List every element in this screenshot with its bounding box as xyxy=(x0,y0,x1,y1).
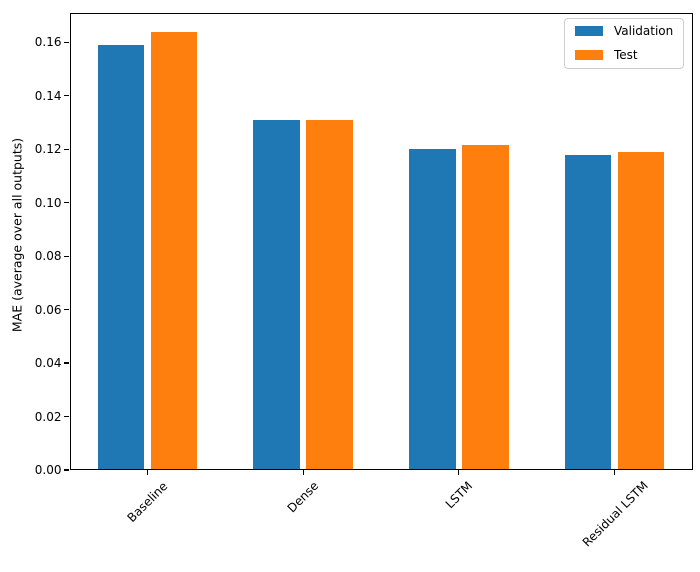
y-tick-label: 0.04 xyxy=(34,356,62,371)
legend: Validation Test xyxy=(564,17,685,69)
bar-test-residual-lstm xyxy=(617,151,665,470)
x-tick-mark xyxy=(614,470,616,475)
y-tick-mark xyxy=(64,95,69,97)
y-axis-label: MAE (average over all outputs) xyxy=(9,137,25,333)
y-tick-label: 0.10 xyxy=(34,195,62,210)
legend-swatch-test-icon xyxy=(575,50,603,60)
y-tick-label: 0.14 xyxy=(34,88,62,103)
bar-test-lstm xyxy=(462,145,509,470)
x-tick-label: LSTM xyxy=(442,478,476,512)
y-tick-label: 0.06 xyxy=(34,302,62,317)
y-tick-mark xyxy=(64,415,69,418)
y-tick-label: 0.16 xyxy=(34,35,62,50)
legend-item-validation: Validation xyxy=(575,23,674,38)
y-tick-label: 0.08 xyxy=(34,249,62,264)
legend-item-test: Test xyxy=(575,47,673,62)
y-tick-mark xyxy=(64,202,69,204)
legend-label-validation: Validation xyxy=(614,23,674,38)
y-tick-label: 0.00 xyxy=(34,463,62,477)
y-tick-mark xyxy=(64,148,69,150)
legend-swatch-validation-icon xyxy=(575,26,603,36)
bar-validation-baseline xyxy=(97,45,145,470)
bar-validation-lstm xyxy=(409,149,456,470)
x-tick-label: Dense xyxy=(284,479,322,516)
x-tick-mark xyxy=(302,470,304,475)
x-tick-label: Residual LSTM xyxy=(579,478,651,550)
x-tick-mark xyxy=(146,470,148,475)
y-tick-mark xyxy=(64,469,69,471)
y-tick-mark xyxy=(64,309,69,311)
y-tick-mark xyxy=(64,362,69,364)
y-tick-mark xyxy=(64,41,69,43)
y-tick-mark xyxy=(64,255,69,257)
bar-test-baseline xyxy=(150,31,198,470)
x-tick-label: Baseline xyxy=(124,479,171,525)
y-tick-label: 0.12 xyxy=(34,142,62,157)
y-tick-label: 0.02 xyxy=(34,409,62,424)
bar-validation-residual-lstm xyxy=(564,154,612,470)
legend-label-test: Test xyxy=(614,47,638,62)
bar-test-dense xyxy=(306,119,353,470)
x-tick-mark xyxy=(458,470,460,475)
bar-validation-dense xyxy=(253,119,300,470)
